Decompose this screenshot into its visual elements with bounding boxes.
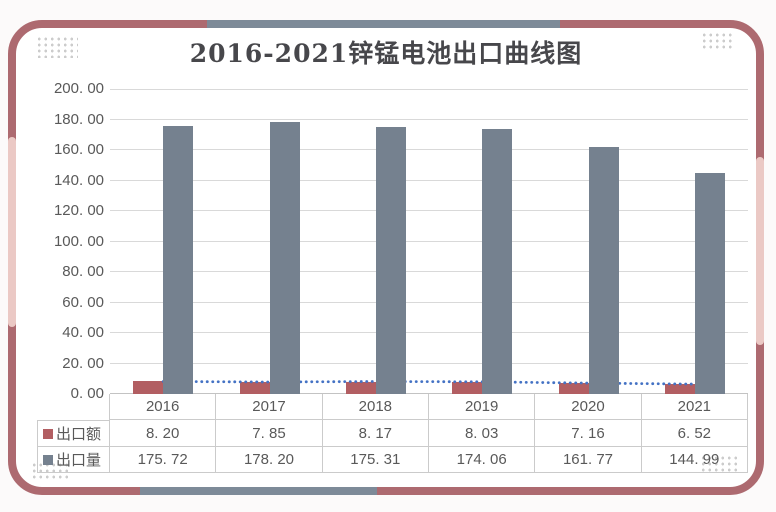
table-cell-export-volume: 175. 72 [110, 447, 217, 473]
legend-row-export-value: 出口额 [37, 420, 110, 447]
y-tick-label-100: 100. 00 [53, 232, 104, 250]
table-corner-spacer [37, 394, 110, 420]
gridline-180 [110, 118, 748, 120]
y-tick-label-180: 180. 00 [53, 110, 104, 128]
y-axis-labels: 0. 00 20. 00 40. 00 60. 00 80. 00 100. 00 120.… [24, 80, 104, 402]
table-cell-export-volume: 144. 99 [641, 447, 748, 473]
bar-export-volume-2018 [375, 126, 406, 394]
y-tick-label-20: 20. 00 [62, 354, 104, 372]
bar-export-volume-2021 [694, 172, 725, 394]
bar-export-value-2019 [452, 381, 483, 394]
export-value-trendline-dotted [161, 380, 715, 386]
table-cell-export-volume: 178. 20 [216, 447, 323, 473]
table-cell-export-value: 7. 85 [216, 420, 323, 447]
year-label: 2016 [110, 394, 217, 420]
bar-export-value-2017 [239, 382, 270, 394]
bar-export-value-2021 [664, 384, 695, 394]
gridline-120 [110, 210, 748, 211]
gridline-160 [110, 149, 748, 150]
frame-accent-left-pink [8, 137, 16, 327]
bar-export-value-2020 [558, 383, 589, 394]
bar-export-volume-2017 [269, 122, 300, 394]
year-label: 2021 [641, 394, 748, 420]
y-tick-label-60: 60. 00 [62, 293, 104, 311]
y-tick-label-160: 160. 00 [53, 141, 104, 158]
bar-export-value-2016 [133, 381, 164, 394]
data-table: 2016 2017 2018 2019 2020 2021 出口额 8. 20 … [37, 394, 748, 473]
legend-label-export-volume: 出口量 [56, 452, 102, 469]
y-tick-label-200: 200. 00 [53, 80, 104, 97]
gridline-140 [110, 179, 748, 181]
table-cell-export-volume: 175. 31 [322, 447, 429, 473]
frame-accent-top-gray [207, 20, 560, 28]
y-tick-label-120: 120. 00 [53, 202, 104, 219]
year-label: 2017 [216, 394, 323, 420]
table-cell-export-value: 8. 20 [110, 420, 217, 447]
frame-accent-bottom-gray [140, 487, 377, 495]
gridline-0 [110, 393, 748, 394]
bar-export-volume-2016 [163, 126, 194, 394]
dot-grid-decoration-bottom-right [700, 455, 738, 473]
year-label: 2018 [322, 394, 429, 420]
gridline-40 [110, 332, 748, 333]
gridline-100 [110, 240, 748, 242]
legend-label-export-value: 出口额 [56, 426, 102, 443]
table-cell-export-value: 8. 17 [322, 420, 429, 447]
year-label: 2020 [535, 394, 642, 420]
table-cell-export-value: 7. 16 [535, 420, 642, 447]
dot-grid-decoration-top-left [36, 36, 78, 58]
gridline-60 [110, 301, 748, 303]
trendline-svg [161, 380, 715, 386]
bar-export-volume-2019 [482, 128, 513, 394]
chart-title: 2016-2021锌锰电池出口曲线图 [189, 39, 583, 68]
legend-row-export-volume: 出口量 [37, 447, 110, 473]
legend-key-export-value-icon [43, 428, 53, 439]
table-cell-export-value: 8. 03 [429, 420, 536, 447]
table-cell-export-volume: 174. 06 [429, 447, 536, 473]
year-label: 2019 [429, 394, 536, 420]
bar-export-value-2018 [345, 381, 376, 394]
gridline-20 [110, 362, 748, 364]
y-tick-label-80: 80. 00 [62, 263, 104, 280]
y-tick-label-0: 0. 00 [70, 385, 104, 402]
gridline-80 [110, 271, 748, 272]
table-cell-export-volume: 161. 77 [535, 447, 642, 473]
dot-grid-decoration-top-right [701, 32, 735, 50]
legend-key-export-volume-icon [43, 454, 53, 465]
plot-area [110, 89, 748, 394]
table-cell-export-value: 6. 52 [641, 420, 748, 447]
y-tick-label-40: 40. 00 [62, 324, 104, 341]
y-tick-label-140: 140. 00 [53, 171, 104, 189]
frame-accent-right-pink [756, 157, 764, 345]
dot-grid-decoration-bottom-left [31, 462, 71, 480]
bar-export-volume-2020 [588, 147, 619, 394]
gridline-200 [110, 89, 748, 90]
